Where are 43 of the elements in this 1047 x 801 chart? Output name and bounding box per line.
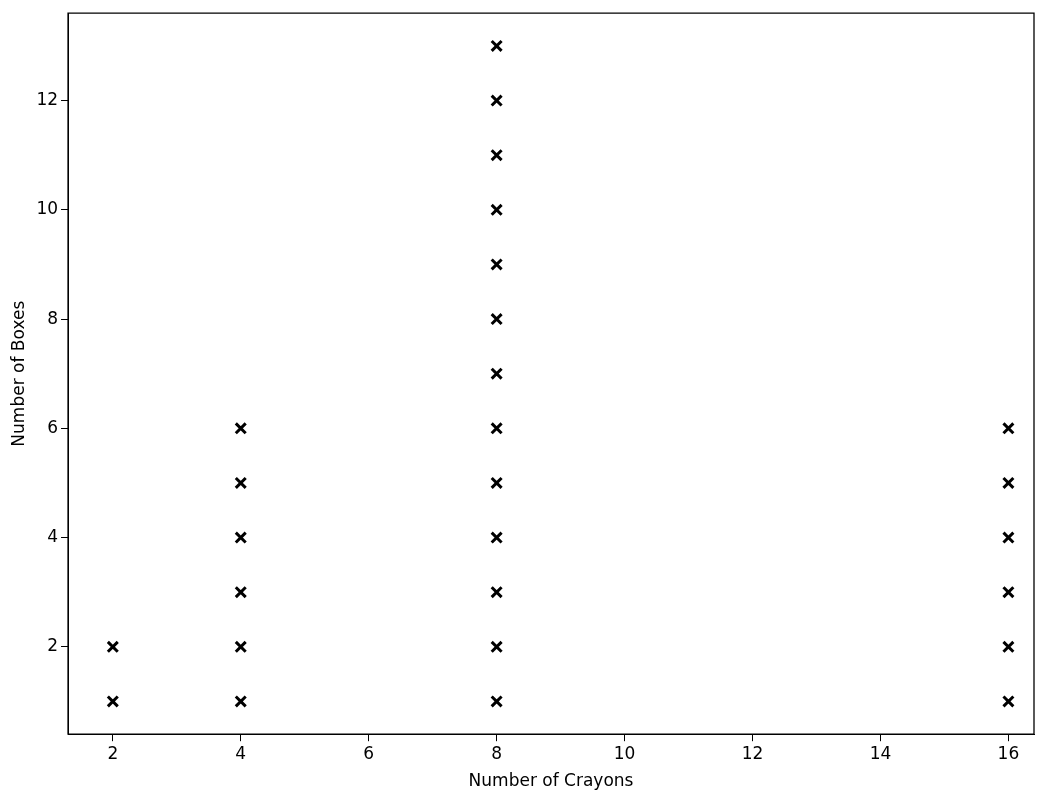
x-tick-label: 14 — [869, 742, 892, 763]
x-tick-label: 10 — [613, 742, 636, 763]
point — [1001, 531, 1015, 545]
point — [490, 421, 504, 435]
x-tick-label: 12 — [741, 742, 764, 763]
y-tick-label: 4 — [47, 525, 59, 546]
point — [490, 640, 504, 654]
point — [234, 476, 248, 490]
point — [490, 203, 504, 217]
y-tick-label: 12 — [36, 89, 59, 110]
point — [234, 585, 248, 599]
point — [490, 39, 504, 53]
point — [234, 640, 248, 654]
x-tick-label: 16 — [997, 742, 1020, 763]
y-tick-label: 2 — [47, 635, 59, 656]
point — [490, 258, 504, 271]
point — [1001, 585, 1015, 599]
x-axis-title: Number of Crayons — [468, 770, 634, 791]
x-tick-label: 6 — [363, 742, 375, 763]
point — [106, 640, 120, 654]
point — [1001, 640, 1015, 654]
point — [490, 148, 504, 162]
point — [490, 367, 504, 381]
point — [234, 421, 248, 435]
point — [1001, 476, 1015, 490]
x-tick-label: 2 — [107, 742, 119, 763]
x-tick-label: 4 — [235, 742, 247, 763]
point — [234, 694, 248, 708]
point — [490, 476, 504, 490]
point — [1001, 694, 1015, 708]
point — [1001, 421, 1015, 435]
point — [490, 312, 504, 326]
point — [490, 94, 504, 108]
point — [234, 531, 248, 545]
point — [490, 531, 504, 545]
point — [490, 694, 504, 708]
y-axis-title: Number of Boxes — [7, 300, 28, 447]
x-tick-label: 8 — [491, 742, 503, 763]
point — [106, 694, 120, 708]
y-tick-label: 8 — [47, 307, 59, 328]
y-tick-label: 10 — [36, 198, 59, 219]
point — [490, 585, 504, 599]
y-tick-label: 6 — [47, 416, 59, 437]
